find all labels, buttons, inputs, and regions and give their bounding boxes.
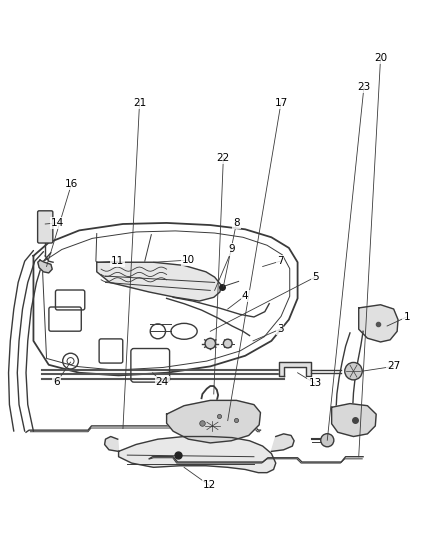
- Text: 16: 16: [65, 179, 78, 189]
- Text: 20: 20: [374, 53, 387, 63]
- Text: 13: 13: [308, 378, 321, 389]
- Text: 8: 8: [233, 218, 240, 228]
- Text: 21: 21: [133, 98, 146, 108]
- Text: 4: 4: [242, 290, 248, 301]
- Text: 9: 9: [229, 245, 235, 254]
- Text: 17: 17: [274, 98, 288, 108]
- Text: 14: 14: [51, 218, 64, 228]
- Polygon shape: [105, 437, 119, 451]
- Polygon shape: [38, 260, 52, 273]
- Circle shape: [205, 338, 215, 349]
- Polygon shape: [97, 262, 221, 301]
- Polygon shape: [279, 362, 311, 376]
- Text: 12: 12: [203, 480, 216, 490]
- Text: 3: 3: [277, 324, 283, 334]
- Text: 1: 1: [403, 312, 410, 322]
- Text: 10: 10: [182, 255, 195, 265]
- Text: 5: 5: [312, 272, 318, 282]
- Circle shape: [223, 339, 232, 348]
- Circle shape: [321, 434, 334, 447]
- Text: 23: 23: [357, 82, 371, 92]
- FancyBboxPatch shape: [38, 211, 53, 243]
- Polygon shape: [272, 434, 294, 451]
- Text: 27: 27: [387, 361, 400, 372]
- Text: 6: 6: [53, 377, 60, 387]
- Polygon shape: [119, 437, 276, 473]
- Text: 24: 24: [155, 377, 169, 387]
- Circle shape: [345, 362, 362, 380]
- Polygon shape: [332, 403, 376, 437]
- Text: 11: 11: [111, 256, 124, 266]
- Text: 22: 22: [217, 152, 230, 163]
- Polygon shape: [166, 400, 261, 443]
- Text: 7: 7: [277, 256, 283, 266]
- Polygon shape: [359, 305, 398, 342]
